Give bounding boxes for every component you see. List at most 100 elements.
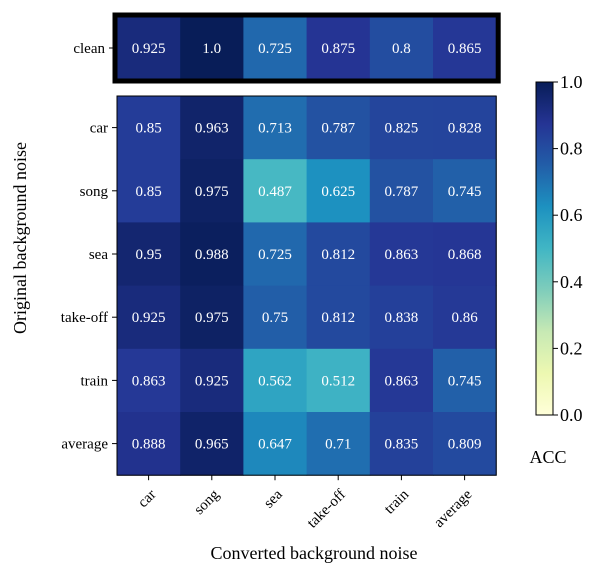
cell-sea-song	[180, 222, 244, 287]
cell-sea-sea	[243, 222, 308, 287]
cell-train-take-off	[306, 348, 371, 413]
y-tick-label-average: average	[61, 437, 108, 453]
cell-value-train-sea: 0.562	[258, 373, 292, 389]
y-tick-label-car: car	[90, 121, 108, 137]
cell-song-car	[117, 159, 181, 223]
y-tick-label-take-off: take-off	[61, 310, 108, 326]
y-tick-label-song: song	[80, 184, 109, 200]
cell-value-train-song: 0.925	[195, 373, 229, 389]
clean-panel-border	[112, 12, 501, 84]
cell-take-off-song	[180, 285, 244, 350]
cell-car-car	[117, 96, 181, 160]
cell-value-song-train: 0.787	[385, 184, 419, 200]
cell-value-average-train: 0.835	[385, 437, 419, 453]
cell-value-take-off-average: 0.86	[451, 310, 478, 326]
y-axis-title: Original background noise	[10, 142, 30, 334]
clean-cell-song	[180, 17, 244, 79]
cell-song-song	[180, 159, 244, 223]
colorbar-tick-label-2: 0.4	[560, 272, 583, 292]
cell-value-take-off-take-off: 0.812	[321, 310, 355, 326]
cell-value-take-off-train: 0.838	[385, 310, 419, 326]
cell-value-average-car: 0.888	[132, 437, 166, 453]
cell-value-car-take-off: 0.787	[321, 121, 355, 137]
cell-train-average	[433, 348, 497, 413]
cell-sea-train	[369, 222, 434, 287]
cell-song-average	[433, 159, 497, 223]
clean-cell-train	[369, 17, 434, 79]
x-tick-label-average: average	[431, 486, 476, 531]
cell-value-car-train: 0.825	[385, 121, 419, 137]
cell-take-off-sea	[243, 285, 308, 350]
clean-cell-value-song: 1.0	[202, 41, 221, 57]
cell-train-song	[180, 348, 244, 413]
clean-cell-value-take-off: 0.875	[321, 41, 355, 57]
cell-train-car	[117, 348, 181, 413]
cell-average-take-off	[306, 412, 371, 476]
colorbar-tick-label-0: 0.0	[560, 405, 583, 425]
cell-take-off-car	[117, 285, 181, 350]
cell-car-sea	[243, 96, 308, 160]
clean-cell-value-sea: 0.725	[258, 41, 292, 57]
cell-value-sea-train: 0.863	[385, 247, 419, 263]
cell-average-average	[433, 412, 497, 476]
cell-car-average	[433, 96, 497, 160]
cell-value-sea-song: 0.988	[195, 247, 229, 263]
main-panel-frame	[116, 95, 497, 476]
clean-cell-value-car: 0.925	[132, 41, 166, 57]
colorbar: 0.0 0.2 0.4 0.6 0.8 1.0	[535, 72, 583, 425]
cell-value-sea-sea: 0.725	[258, 247, 292, 263]
clean-cell-value-average: 0.865	[448, 41, 482, 57]
cell-value-train-car: 0.863	[132, 373, 166, 389]
cell-value-sea-average: 0.868	[448, 247, 482, 263]
cell-value-song-average: 0.745	[448, 184, 482, 200]
cell-value-average-sea: 0.647	[258, 437, 292, 453]
x-axis-title: Converted background noise	[211, 543, 418, 563]
clean-cell-value-train: 0.8	[392, 41, 411, 57]
cell-car-take-off	[306, 96, 371, 160]
x-tick-label-car: car	[135, 487, 159, 511]
cell-value-song-take-off: 0.625	[321, 184, 355, 200]
cell-value-train-average: 0.745	[448, 373, 482, 389]
x-tick-label-train: train	[381, 486, 412, 517]
cell-car-train	[369, 96, 434, 160]
cell-value-average-average: 0.809	[448, 437, 482, 453]
cell-average-sea	[243, 412, 308, 476]
cell-value-sea-take-off: 0.812	[321, 247, 355, 263]
clean-cell-car	[117, 17, 181, 79]
colorbar-tick-label-1: 0.2	[560, 338, 583, 358]
cell-value-car-car: 0.85	[135, 121, 161, 137]
cell-song-sea	[243, 159, 308, 223]
y-tick-label-sea: sea	[89, 247, 108, 263]
cell-value-take-off-car: 0.925	[132, 310, 166, 326]
colorbar-tick-label-4: 0.8	[560, 139, 583, 159]
x-axis-ticks: car song sea take-off train average	[135, 475, 476, 532]
x-tick-label-take-off: take-off	[304, 487, 349, 532]
x-tick-label-sea: sea	[261, 486, 286, 511]
cell-value-song-song: 0.975	[195, 184, 229, 200]
cell-value-train-take-off: 0.512	[321, 373, 355, 389]
cell-sea-average	[433, 222, 497, 287]
cell-value-train-train: 0.863	[385, 373, 419, 389]
cell-take-off-train	[369, 285, 434, 350]
main-panel: 0.85 0.963 0.713 0.787 0.825 0.828 car 0.85 0.97…	[61, 95, 497, 476]
cell-take-off-average	[433, 285, 497, 350]
cell-value-car-average: 0.828	[448, 121, 482, 137]
cell-value-car-song: 0.963	[195, 121, 229, 137]
cell-song-take-off	[306, 159, 371, 223]
colorbar-gradient	[535, 81, 554, 416]
cell-average-song	[180, 412, 244, 476]
y-tick-label-clean: clean	[73, 41, 105, 57]
cell-average-car	[117, 412, 181, 476]
cell-value-average-song: 0.965	[195, 437, 229, 453]
cell-sea-take-off	[306, 222, 371, 287]
cell-value-take-off-sea: 0.75	[262, 310, 288, 326]
clean-cell-take-off	[306, 17, 371, 79]
clean-panel: 0.925 1.0 0.725 0.875 0.8 0.865 clean	[73, 12, 501, 84]
cell-value-car-sea: 0.713	[258, 121, 292, 137]
cell-car-song	[180, 96, 244, 160]
cell-song-train	[369, 159, 434, 223]
colorbar-label: ACC	[529, 447, 566, 467]
cell-value-take-off-song: 0.975	[195, 310, 229, 326]
cell-take-off-take-off	[306, 285, 371, 350]
